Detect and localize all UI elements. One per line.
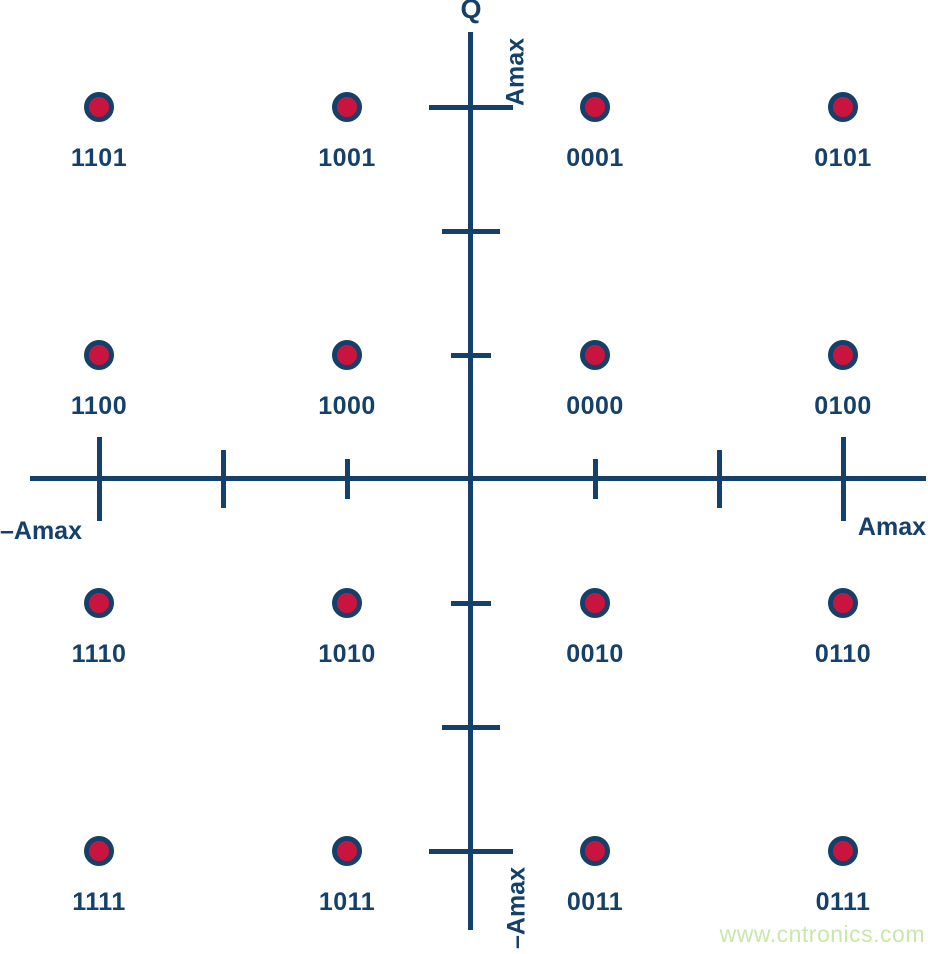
symbol-label-0111: 0111: [815, 888, 871, 916]
i-axis-tick-3: [840, 437, 846, 521]
q-axis-title: Q: [460, 0, 482, 24]
constellation-point-1100: [84, 340, 114, 370]
q-axis-tick--3: [429, 848, 513, 854]
constellation-point-0011: [580, 836, 610, 866]
constellation-point-1110: [84, 588, 114, 618]
i-axis-tick-1: [592, 459, 598, 499]
q-axis-amax-label: Amax: [501, 37, 530, 107]
symbol-label-1101: 1101: [70, 144, 128, 172]
constellation-point-1111: [84, 836, 114, 866]
i-axis-neg-amax-label: –Amax: [0, 517, 82, 545]
symbol-label-1000: 1000: [318, 392, 376, 420]
constellation-point-0000: [580, 340, 610, 370]
symbol-label-1111: 1111: [72, 888, 126, 916]
constellation-point-1010: [332, 588, 362, 618]
q-axis-line: [468, 32, 473, 930]
constellation-point-0100: [828, 340, 858, 370]
q-axis-tick-2: [442, 228, 500, 234]
q-axis-neg-amax-label: –Amax: [502, 867, 531, 949]
q-axis-tick-3: [429, 104, 513, 110]
symbol-label-1100: 1100: [70, 392, 128, 420]
constellation-point-0110: [828, 588, 858, 618]
i-axis-amax-label: Amax: [857, 513, 926, 541]
i-axis-tick-2: [716, 450, 722, 508]
constellation-point-1101: [84, 92, 114, 122]
i-axis-tick--2: [220, 450, 226, 508]
symbol-label-0110: 0110: [814, 640, 872, 668]
symbol-label-1110: 1110: [71, 640, 127, 668]
constellation-point-0101: [828, 92, 858, 122]
i-axis-line: [30, 476, 926, 481]
symbol-label-0010: 0010: [566, 640, 624, 668]
symbol-label-0001: 0001: [566, 144, 624, 172]
constellation-point-0001: [580, 92, 610, 122]
constellation-point-1011: [332, 836, 362, 866]
symbol-label-1010: 1010: [318, 640, 376, 668]
symbol-label-0011: 0011: [566, 888, 624, 916]
symbol-label-1011: 1011: [318, 888, 376, 916]
q-axis-tick--2: [442, 724, 500, 730]
symbol-label-0000: 0000: [566, 392, 624, 420]
q-axis-tick-1: [451, 352, 491, 358]
constellation-point-1000: [332, 340, 362, 370]
constellation-point-0010: [580, 588, 610, 618]
constellation-point-1001: [332, 92, 362, 122]
symbol-label-0101: 0101: [814, 144, 872, 172]
watermark-text: www.cntronics.com: [719, 921, 925, 947]
symbol-label-0100: 0100: [814, 392, 872, 420]
q-axis-tick--1: [451, 600, 491, 606]
symbol-label-1001: 1001: [318, 144, 376, 172]
i-axis-tick--3: [96, 437, 102, 521]
i-axis-tick--1: [344, 459, 350, 499]
constellation-point-0111: [828, 836, 858, 866]
